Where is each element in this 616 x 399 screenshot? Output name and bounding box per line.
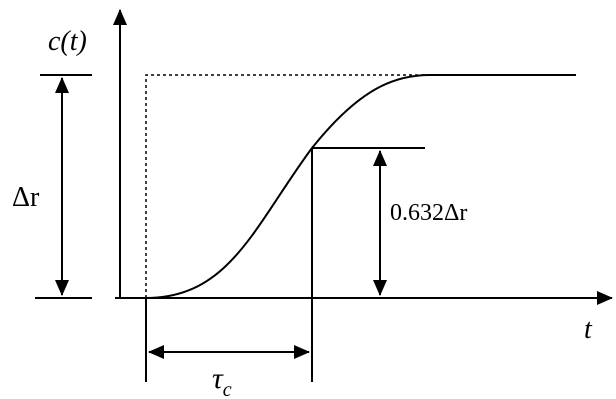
- response-label: c(t): [48, 26, 87, 57]
- step-input: [146, 75, 430, 298]
- response-curve: [120, 75, 576, 298]
- step-label: Δr: [12, 182, 40, 213]
- tau-subscript: c: [223, 379, 232, 399]
- tau-label: τc: [212, 362, 232, 399]
- drawing: [35, 10, 612, 382]
- step-response-diagram: c(t) t Δr 0.632Δr τc: [0, 0, 616, 399]
- fraction-label: 0.632Δr: [390, 200, 467, 226]
- time-label: t: [584, 314, 593, 345]
